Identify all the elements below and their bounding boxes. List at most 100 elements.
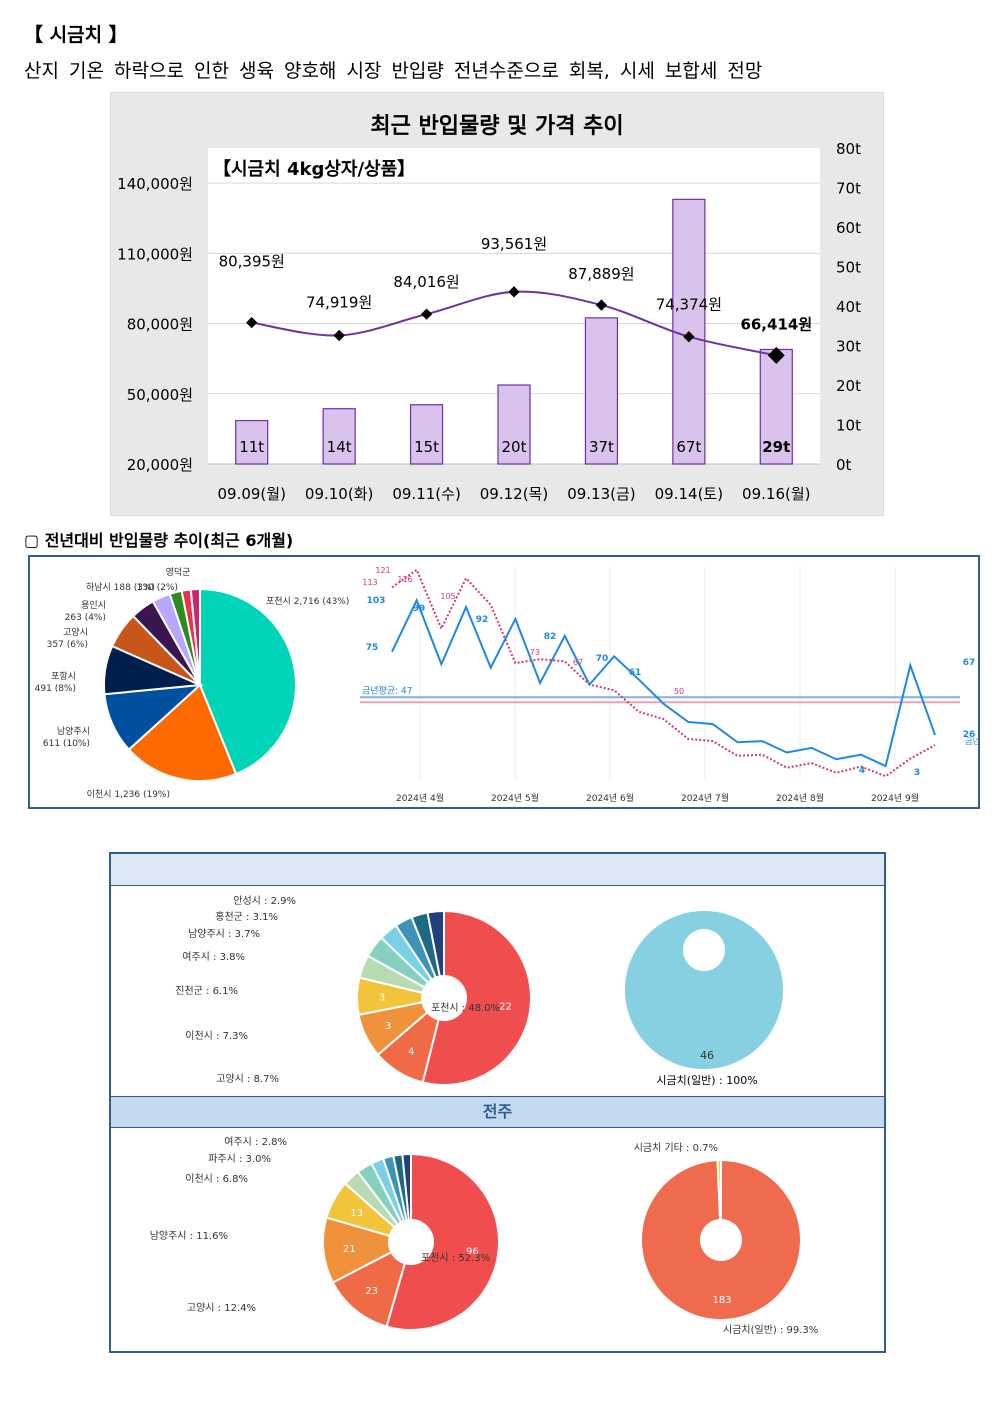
slice-value-label: 3 [385,1021,391,1032]
price-label: 80,395원 [219,253,285,271]
price-label: 66,414원 [740,315,812,333]
origin-label: 안성시 : 2.9% [233,895,296,907]
x-tick-label: 2024년 7월 [681,792,729,804]
this-year-value-label: 103 [367,596,386,606]
x-tick-label: 09.10(화) [305,485,373,503]
last-year-value-label: 113 [362,578,377,587]
headline-summary: 산지 기온 하락으로 인한 생육 양호해 시장 반입량 전년수준으로 회복, 시… [24,60,763,82]
slice-value-label: 3 [379,993,385,1004]
price-label: 74,374원 [656,296,722,314]
this-year-value-label: 82 [544,632,557,642]
y-right-tick-label: 80t [836,140,861,158]
pie-label: 이천시 1,236 (19%) [87,789,170,800]
pie-slice [127,683,238,782]
x-tick-label: 09.11(수) [392,485,460,503]
this-year-value-label: 4 [859,766,865,776]
pie-label: 영덕군 [166,567,191,578]
slice-value-label: 46 [700,1049,714,1062]
volume-bar-label: 14t [327,438,352,456]
this-year-value-label: 3 [914,768,920,778]
this-year-value-label: 92 [476,615,489,625]
price-label: 84,016원 [393,273,459,291]
volume-bar [322,408,356,465]
origin-donut-slice [385,1152,500,1331]
origin-variety-panel: 22 4 3 3 포천시 : 48.0% 고양시 : 8.7% 이천시 : 7.3% 진천군 … [109,852,886,1353]
slice-value-label: 21 [343,1244,356,1255]
variety-donut-slice [716,1158,722,1222]
series-end-label: 금년 [965,736,978,746]
origin-label: 진천군 : 6.1% [175,985,238,997]
origin-label: 남양주시 : 11.6% [150,1230,228,1242]
x-tick-label: 09.14(토) [655,485,723,503]
origin-label: 홍천군 : 3.1% [215,910,278,923]
volume-price-chart: 최근 반입물량 및 가격 추이 【시금치 4kg상자/상품】 20,000원 50,0… [110,92,884,516]
pie-label: 130 (2%) [137,583,178,593]
price-point [595,299,608,311]
last-year-value-label: 116 [397,575,412,584]
origin-label: 여주시 : 3.8% [182,951,245,963]
slice-value-label: 23 [365,1286,378,1297]
price-point [508,286,520,298]
y-right-tick-label: 50t [836,259,861,277]
origin-label: 포천시 : 52.3% [421,1252,490,1264]
price-point [246,316,258,329]
price-point [767,346,785,364]
volume-bar [497,384,531,465]
price-point [333,329,345,342]
last-year-line [391,568,936,778]
y-right-tick-label: 20t [836,377,861,395]
this-year-value-label: 75 [366,643,379,653]
y-right-tick-label: 10t [836,417,861,435]
slice-value-label: 96 [466,1247,479,1258]
price-point [683,331,695,343]
pie-label: 491 (8%) [35,684,76,694]
origin-label: 이천시 : 7.3% [185,1030,248,1042]
variety-donut-slice [640,1158,802,1321]
x-tick-label: 09.12(목) [480,485,548,503]
y-right-tick-label: 70t [836,180,861,198]
y-left-tick-label: 50,000원 [127,386,193,404]
x-tick-label: 2024년 8월 [776,792,824,804]
volume-bar-label: 15t [414,438,439,456]
slice-value-label: 22 [499,1002,512,1013]
this-year-value-label: 67 [963,658,976,668]
this-year-value-label: 70 [596,654,609,664]
chart-title: 최근 반입물량 및 가격 추이 [370,114,623,139]
chart-subtitle: 【시금치 4kg상자/상품】 [213,159,415,180]
this-year-value-label: 99 [413,604,426,614]
last-year-value-label: 121 [375,566,390,575]
pie-label: 고양시 [63,627,88,638]
region-share-pie: 포천시 2,716 (43%) 이천시 1,236 (19%) 남양주시 611 (1… [35,567,350,800]
origin-label: 여주시 : 2.8% [224,1136,287,1148]
section-title-volume-trend: ▢ 전년대비 반입물량 추이(최근 6개월) [24,531,294,550]
volume-bar-label: 67t [676,438,701,456]
volume-bar [584,317,619,465]
volume-bar-label: 29t [762,438,790,456]
price-label: 87,889원 [568,265,634,283]
last-year-value-label: 105 [440,592,455,601]
last-week-band [111,854,884,886]
x-tick-label: 09.13(금) [567,485,635,503]
x-tick-label: 2024년 4월 [396,792,444,804]
variety-label: 시금치(일반) : 99.3% [723,1324,818,1336]
origin-donut-slice [331,1250,407,1328]
last-year-value-label: 67 [573,658,583,667]
volume-bar [409,404,444,465]
pie-label: 포천시 2,716 (43%) [266,596,349,607]
pie-label: 357 (6%) [47,640,88,650]
volume-bar [235,419,269,465]
pie-label: 하남시 188 (3%) [86,582,155,593]
y-left-tick-label: 20,000원 [127,456,193,474]
pie-label: 남양주시 [57,726,90,737]
this-year-line [391,597,936,768]
volume-bar-label: 11t [239,438,264,456]
slice-value-label: 4 [408,1047,414,1058]
volume-bar-label: 20t [502,438,527,456]
section-heading: 【 시금치 】 [24,24,128,46]
x-tick-label: 2024년 9월 [871,792,919,804]
this-week-band: 전주 [111,1096,884,1128]
pie-label: 포항시 [51,671,76,682]
variety-label: 시금치 기타 : 0.7% [634,1142,718,1154]
price-point [420,308,433,320]
y-left-tick-label: 110,000원 [117,245,193,263]
